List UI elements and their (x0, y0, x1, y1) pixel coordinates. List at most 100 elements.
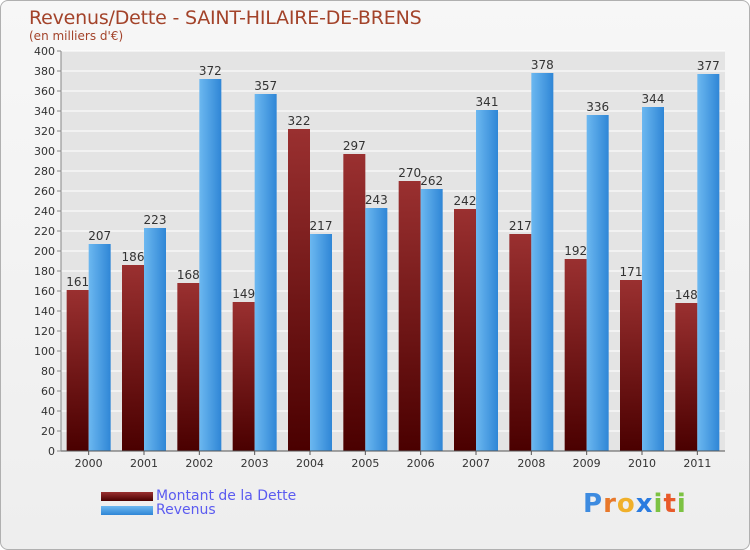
bar-debt (288, 129, 310, 451)
bar-debt (454, 209, 476, 451)
y-tick-label: 260 (34, 185, 55, 198)
y-tick-label: 360 (34, 85, 55, 98)
data-label-debt: 270 (398, 166, 421, 180)
legend-swatch-revenue (101, 506, 153, 515)
bar-revenue (531, 73, 554, 451)
bar-debt (122, 265, 144, 451)
y-tick-label: 200 (34, 245, 55, 258)
logo-letter: r (603, 489, 617, 519)
gridlines (61, 50, 725, 452)
bar-revenue (420, 189, 443, 451)
logo-letter: P (583, 489, 604, 519)
x-tick-label: 2004 (296, 457, 324, 470)
y-tick-label: 80 (41, 365, 55, 378)
bar-revenue (310, 234, 332, 451)
legend-swatch-debt (101, 492, 153, 501)
data-label-debt: 149 (232, 287, 255, 301)
bar-debt (620, 280, 642, 451)
y-tick-label: 340 (34, 105, 55, 118)
y-tick-label: 400 (34, 45, 55, 58)
y-tick-label: 300 (34, 145, 55, 158)
bar-revenue (88, 244, 111, 451)
x-tick-label: 2001 (130, 457, 158, 470)
bar-revenue (365, 208, 388, 451)
data-label-revenue: 357 (254, 79, 277, 93)
data-label-revenue: 378 (531, 58, 554, 72)
data-label-revenue: 223 (144, 213, 167, 227)
x-tick-label: 2009 (573, 457, 601, 470)
bar-revenue (476, 110, 498, 451)
data-label-revenue: 262 (420, 174, 443, 188)
bar-debt (177, 283, 200, 451)
data-label-debt: 186 (122, 250, 145, 264)
x-tick-label: 2005 (351, 457, 379, 470)
x-tick-label: 2000 (75, 457, 103, 470)
logo-letter: o (616, 489, 636, 519)
logo-letter: x (635, 489, 654, 519)
bar-revenue (254, 94, 277, 451)
y-tick-label: 20 (41, 425, 55, 438)
y-tick-label: 160 (34, 285, 55, 298)
data-label-debt: 168 (177, 268, 200, 282)
data-label-revenue: 243 (365, 193, 388, 207)
x-axis-ticks: 2000 2001 2002 2003 2004 2005 2006 2007 2008 2009… (75, 451, 711, 470)
y-tick-label: 220 (34, 225, 55, 238)
y-tick-label: 120 (34, 325, 55, 338)
x-tick-label: 2006 (407, 457, 435, 470)
bar-revenue (642, 107, 664, 451)
y-tick-label: 380 (34, 65, 55, 78)
data-label-debt: 217 (509, 219, 532, 233)
y-tick-label: 0 (48, 445, 55, 458)
logo-letter: i (653, 489, 664, 519)
data-label-revenue: 344 (642, 92, 665, 106)
proxiti-logo: Proxiti (583, 489, 687, 519)
bar-revenue (697, 74, 720, 451)
y-tick-label: 140 (34, 305, 55, 318)
data-label-revenue: 207 (88, 229, 111, 243)
bar-debt (232, 302, 255, 451)
data-label-debt: 148 (675, 288, 698, 302)
x-tick-label: 2011 (683, 457, 711, 470)
bar-debt (398, 181, 421, 451)
bar-debt (343, 154, 366, 451)
bar-debt (564, 259, 587, 451)
bar-revenue (586, 115, 609, 451)
bar-revenue (199, 79, 222, 451)
data-labels: 1612071862231683721493573222172972432702… (66, 58, 720, 302)
y-tick-label: 40 (41, 405, 55, 418)
data-label-revenue: 372 (199, 64, 222, 78)
data-label-revenue: 336 (586, 100, 609, 114)
y-axis-ticks: 0 20 40 60 80 100 120 140 160 180 200 220 240 260 280 3… (34, 45, 61, 458)
y-tick-label: 240 (34, 205, 55, 218)
bar-debt (675, 303, 698, 451)
bar-debt (509, 234, 532, 451)
data-label-debt: 192 (564, 244, 587, 258)
legend-label-revenue: Revenus (156, 502, 216, 518)
y-tick-label: 280 (34, 165, 55, 178)
chart-title: Revenus/Dette - SAINT-HILAIRE-DE-BRENS (29, 7, 422, 29)
data-label-debt: 171 (620, 265, 643, 279)
legend-label-debt: Montant de la Dette (156, 488, 297, 504)
data-label-debt: 297 (343, 139, 366, 153)
bar-debt (66, 290, 89, 451)
x-tick-label: 2010 (628, 457, 656, 470)
chart-subtitle: (en milliers d'€) (29, 29, 124, 43)
data-label-revenue: 217 (310, 219, 333, 233)
y-tick-label: 320 (34, 125, 55, 138)
y-tick-label: 60 (41, 385, 55, 398)
x-tick-label: 2003 (241, 457, 269, 470)
data-label-debt: 322 (288, 114, 311, 128)
y-tick-label: 180 (34, 265, 55, 278)
bars (66, 73, 720, 451)
bar-revenue (144, 228, 166, 451)
logo-letter: i (676, 489, 687, 519)
logo-letter: t (663, 489, 677, 519)
data-label-debt: 161 (66, 275, 89, 289)
data-label-revenue: 377 (697, 59, 720, 73)
data-label-revenue: 341 (476, 95, 499, 109)
y-tick-label: 100 (34, 345, 55, 358)
x-tick-label: 2002 (185, 457, 213, 470)
x-tick-label: 2008 (517, 457, 545, 470)
